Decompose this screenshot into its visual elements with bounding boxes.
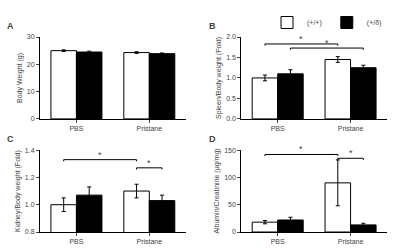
svg-text:*: * [349, 148, 353, 158]
svg-text:20: 20 [27, 61, 35, 68]
svg-text:Kidney/Body weight (Fold): Kidney/Body weight (Fold) [14, 150, 22, 232]
svg-text:1.2: 1.2 [25, 174, 35, 181]
svg-text:30: 30 [27, 33, 35, 40]
svg-text:*: * [98, 150, 102, 160]
svg-text:PBS: PBS [271, 125, 285, 132]
svg-text:Spleen/Body weight (Fold): Spleen/Body weight (Fold) [215, 37, 223, 119]
svg-text:1.4: 1.4 [25, 147, 35, 154]
svg-text:*: * [299, 144, 303, 154]
svg-text:2.0: 2.0 [226, 33, 236, 40]
svg-text:1.0: 1.0 [226, 74, 236, 81]
svg-text:*: * [147, 158, 151, 168]
svg-text:1.0: 1.0 [25, 201, 35, 208]
svg-text:Pristane: Pristane [136, 125, 162, 132]
svg-text:D: D [209, 134, 216, 144]
svg-text:*: * [299, 34, 303, 44]
svg-text:Pristane: Pristane [338, 125, 364, 132]
svg-text:(+/δ): (+/δ) [367, 19, 382, 27]
svg-text:Pristane: Pristane [136, 238, 162, 245]
svg-text:150: 150 [224, 147, 236, 154]
svg-text:10: 10 [27, 88, 35, 95]
svg-text:Pristane: Pristane [338, 238, 364, 245]
svg-text:0.5: 0.5 [226, 95, 236, 102]
svg-text:C: C [7, 134, 14, 144]
svg-text:(+/+): (+/+) [307, 19, 322, 27]
svg-text:0.8: 0.8 [25, 228, 35, 235]
svg-text:PBS: PBS [271, 238, 285, 245]
svg-text:100: 100 [224, 174, 236, 181]
svg-text:B: B [209, 21, 216, 31]
svg-text:0.0: 0.0 [226, 115, 236, 122]
svg-text:A: A [7, 21, 14, 31]
svg-text:PBS: PBS [69, 125, 83, 132]
svg-text:0: 0 [232, 228, 236, 235]
svg-text:Body Weight (g): Body Weight (g) [16, 53, 24, 103]
svg-text:0: 0 [31, 115, 35, 122]
svg-text:PBS: PBS [69, 238, 83, 245]
svg-text:*: * [325, 38, 329, 48]
svg-text:1.5: 1.5 [226, 54, 236, 61]
svg-text:50: 50 [228, 201, 236, 208]
svg-text:Albumin/Creatinine (μg/mg): Albumin/Creatinine (μg/mg) [213, 148, 221, 233]
